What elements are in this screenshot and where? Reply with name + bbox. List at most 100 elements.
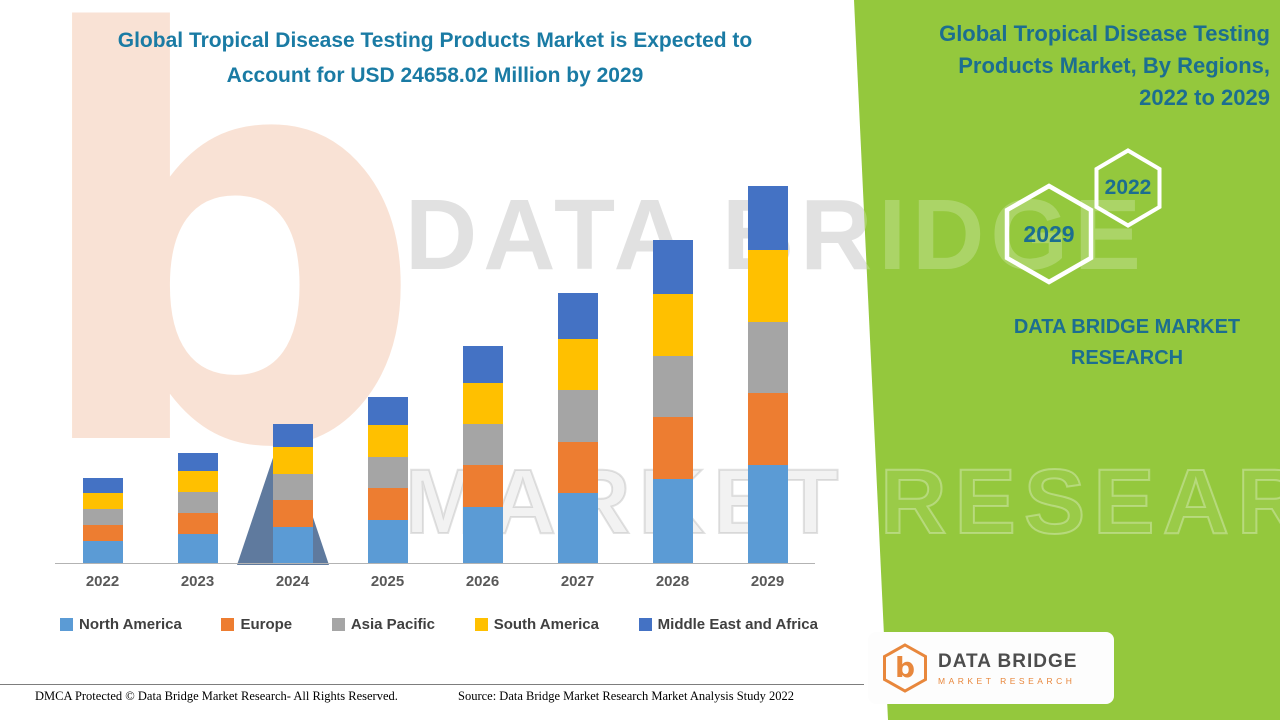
bar-2022 <box>82 478 123 563</box>
logo-hexagon-icon: b <box>883 643 927 693</box>
bar-segment <box>177 452 218 472</box>
logo-name: DATA BRIDGE <box>938 650 1078 672</box>
bar-2023 <box>177 452 218 563</box>
legend-swatch <box>474 618 488 631</box>
bar-segment <box>557 492 598 563</box>
bar-segment <box>462 345 503 383</box>
footer-divider <box>0 684 864 685</box>
bar-segment <box>652 417 693 479</box>
legend-swatch <box>638 618 652 631</box>
bar-slot <box>245 423 340 563</box>
x-axis-label: 2026 <box>465 573 500 590</box>
chart-title-line1: Global Tropical Disease Testing Products… <box>117 29 753 52</box>
legend-label: South America <box>493 616 599 633</box>
panel-title-line1: Global Tropical Disease Testing <box>939 21 1270 46</box>
legend-item: Asia Pacific <box>331 616 436 633</box>
panel-brand-line1: DATA BRIDGE MARKET <box>1013 316 1241 338</box>
bar-segment <box>82 541 123 563</box>
bar-segment <box>557 339 598 391</box>
bar-2026 <box>462 345 503 563</box>
legend-swatch <box>221 618 235 631</box>
x-axis-label: 2025 <box>370 573 405 590</box>
x-axis-label: 2024 <box>275 573 310 590</box>
bar-segment <box>557 441 598 493</box>
x-axis: 2022 2023 2024 2025 2026 2027 2028 2029 <box>55 573 815 590</box>
bar-2024 <box>272 423 313 563</box>
bar-2025 <box>367 397 408 563</box>
hexagon-year-label: 2022 <box>1104 176 1152 199</box>
plot-area <box>55 150 815 564</box>
bar-segment <box>272 500 313 527</box>
bar-slot <box>435 345 530 563</box>
bar-segment <box>272 473 313 501</box>
bar-2027 <box>557 293 598 563</box>
bar-segment <box>272 423 313 448</box>
bar-segment <box>747 249 788 322</box>
chart-title: Global Tropical Disease Testing Products… <box>70 24 800 93</box>
bar-segment <box>177 492 218 514</box>
bar-segment <box>367 488 408 520</box>
bar-segment <box>462 424 503 466</box>
bar-segment <box>747 321 788 394</box>
bar-segment <box>82 478 123 493</box>
legend-item: South America <box>474 616 599 633</box>
bar-segment <box>747 186 788 250</box>
legend-label: Europe <box>240 616 293 633</box>
x-axis-label: 2022 <box>85 573 120 590</box>
legend-label: Asia Pacific <box>350 616 436 633</box>
bar-slot <box>55 478 150 563</box>
bar-segment <box>367 425 408 457</box>
x-axis-label: 2027 <box>560 573 595 590</box>
panel-brand-line2: RESEARCH <box>1070 347 1184 369</box>
x-axis-label: 2023 <box>180 573 215 590</box>
legend-item: Europe <box>221 616 292 633</box>
bar-segment <box>652 294 693 356</box>
bar-segment <box>367 397 408 426</box>
dmca-notice: DMCA Protected © Data Bridge Market Rese… <box>35 689 398 703</box>
legend-swatch <box>60 618 73 631</box>
chart-legend: North America Europe Asia Pacific South Ame… <box>60 616 818 633</box>
bar-segment <box>177 471 218 493</box>
bar-slot <box>340 397 435 563</box>
company-logo: b DATA BRIDGE MARKET RESEARCH <box>868 632 1114 704</box>
panel-title-line3: 2022 to 2029 <box>1139 84 1270 110</box>
bar-segment <box>462 506 503 563</box>
bar-segment <box>652 478 693 563</box>
bar-segment <box>82 508 123 526</box>
legend-label: North America <box>79 616 182 633</box>
svg-text:b: b <box>895 651 915 684</box>
logo-text-block: DATA BRIDGE MARKET RESEARCH <box>938 651 1077 686</box>
bar-segment <box>272 526 313 563</box>
bar-2029 <box>747 186 788 563</box>
hexagon-year-label: 2029 <box>1023 220 1075 247</box>
stacked-bar-chart: 2022 2023 2024 2025 2026 2027 2028 2029 <box>55 150 815 590</box>
panel-brand-text: DATA BRIDGE MARKET RESEARCH <box>1002 312 1252 374</box>
bar-segment <box>652 239 693 295</box>
bar-slot <box>625 239 720 563</box>
bar-slot <box>150 452 245 563</box>
bar-segment <box>177 534 218 563</box>
hexagon-year-2029: 2029 <box>1003 183 1095 285</box>
bar-slot <box>720 186 815 563</box>
bar-segment <box>367 456 408 489</box>
chart-title-line2: Account for USD 24658.02 Million by 2029 <box>226 63 644 87</box>
side-panel: DATA BRIDGE MARKET RESEARCH Global Tropi… <box>854 0 1280 720</box>
panel-title: Global Tropical Disease Testing Products… <box>935 18 1270 114</box>
legend-item: Middle East and Africa <box>638 616 818 633</box>
source-note: Source: Data Bridge Market Research Mark… <box>458 689 795 703</box>
bar-segment <box>462 382 503 425</box>
bar-slot <box>530 293 625 563</box>
panel-title-line2: Products Market, By Regions, <box>958 52 1270 78</box>
hexagon-outline-icon <box>1094 148 1162 228</box>
hexagon-year-2022: 2022 <box>1093 148 1163 228</box>
hexagon-outline-icon <box>1004 183 1094 285</box>
legend-swatch <box>331 618 345 631</box>
bar-segment <box>82 492 123 509</box>
bar-segment <box>177 513 218 535</box>
bar-segment <box>747 465 788 563</box>
legend-label: Middle East and Africa <box>657 616 818 633</box>
bar-segment <box>462 465 503 507</box>
x-axis-label: 2029 <box>750 573 785 590</box>
bar-2028 <box>652 239 693 563</box>
